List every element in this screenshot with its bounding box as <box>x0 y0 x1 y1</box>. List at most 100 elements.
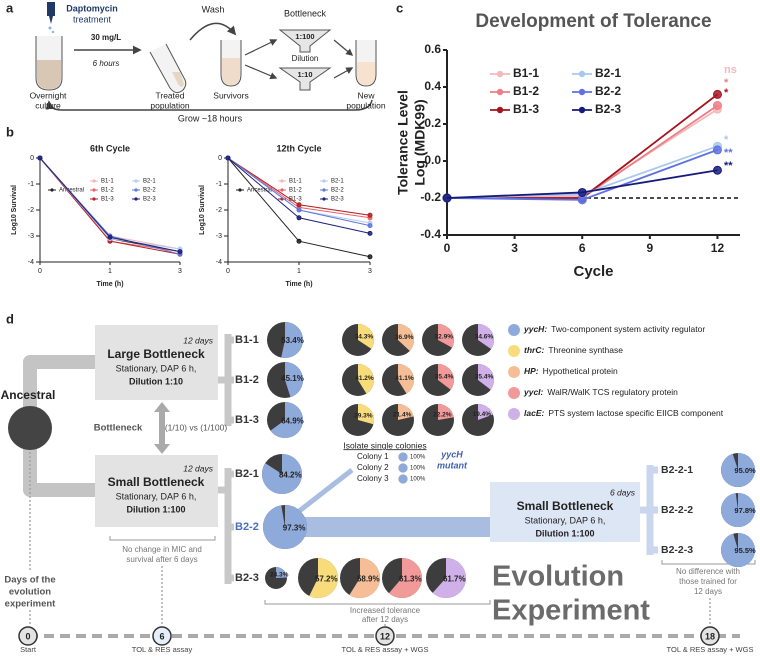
label: 12 days <box>183 335 214 345</box>
timeline-node <box>375 626 395 646</box>
step-label: population <box>346 100 386 110</box>
step-label: population <box>150 100 190 110</box>
label: (1/10) vs (1/100) <box>165 422 228 432</box>
treatment-label: treatment <box>73 14 112 24</box>
pie-label: 34.3% <box>355 334 374 341</box>
pie-slice <box>478 324 494 350</box>
legend-marker <box>578 106 586 114</box>
gene-description: Threonine synthase <box>548 345 623 355</box>
label: Ancestral <box>1 388 56 402</box>
label: Large Bottleneck <box>107 347 205 361</box>
pie-slice <box>388 558 422 598</box>
pie-slice <box>432 558 466 598</box>
x-axis-label: Time (h) <box>285 281 312 288</box>
mutant-label: mutant <box>437 460 468 470</box>
series-line <box>446 108 718 199</box>
legend-label: B1-2 <box>513 84 539 98</box>
data-point <box>712 101 722 110</box>
legend-label: B2-3 <box>331 197 344 203</box>
pie-slice <box>721 533 755 567</box>
significance-label: ns <box>724 64 737 76</box>
label: Dilution <box>292 54 319 63</box>
legend-marker <box>134 197 138 201</box>
step-label: New <box>357 90 375 100</box>
pie-label: 61.7% <box>443 574 466 583</box>
x-axis-label: Time (h) <box>96 281 123 288</box>
gene-swatch <box>508 387 520 399</box>
gene-description: PTS system lactose specific EIICB compon… <box>548 408 723 418</box>
pie-label: 35.4% <box>435 374 454 381</box>
legend-label: B2-3 <box>595 102 621 116</box>
pie-slice <box>438 324 454 348</box>
gene-legend-entry: thrC: Threonine synthase <box>524 345 623 355</box>
legend-label: B1-2 <box>101 188 114 194</box>
legend-marker <box>322 179 326 183</box>
pie-slice <box>398 463 408 473</box>
timeline-node <box>152 626 172 646</box>
data-point <box>177 249 183 255</box>
note: those trained for <box>679 577 737 586</box>
legend-label: B2-1 <box>143 179 156 185</box>
legend-label: B2-2 <box>331 188 344 194</box>
note: evolution <box>9 587 51 598</box>
isolation-title: Isolate single colonies <box>343 440 426 450</box>
note: Days of the <box>4 575 55 586</box>
legend-marker <box>578 88 586 96</box>
pie-label: 32.9% <box>435 333 454 340</box>
legend-marker <box>92 188 96 192</box>
pie-slice <box>276 567 287 578</box>
colony-value-label: 100% <box>410 466 426 472</box>
gene-description: Two-component system activity regulator <box>551 324 705 334</box>
data-point <box>367 230 373 236</box>
legend-label: Ancestral <box>247 188 272 194</box>
pie-slice <box>438 404 454 420</box>
y-tick-label: 0.4 <box>424 79 441 93</box>
pie-label: 64.9% <box>281 416 304 425</box>
data-point <box>296 207 302 213</box>
population-label: B1-2 <box>235 374 259 386</box>
legend-marker <box>50 188 54 192</box>
timeline-label: TOL & RES assay <box>132 645 193 654</box>
gene-swatch <box>508 408 520 420</box>
y-tick-label: 0 <box>218 155 222 162</box>
y-tick-label: 0.2 <box>424 116 441 130</box>
legend-label: Ancestral <box>59 188 84 194</box>
pie-label: 35.4% <box>475 374 494 381</box>
pie-label: 53.4% <box>281 336 304 345</box>
note: after 12 days <box>362 615 408 624</box>
x-tick-label: 1 <box>108 268 112 275</box>
legend-marker <box>578 70 586 78</box>
label: Stationary, DAP 6 h, <box>525 515 606 525</box>
x-tick-label: 12 <box>711 241 725 255</box>
population-label: B1-1 <box>235 334 259 346</box>
population-label: B2-2-2 <box>661 504 693 516</box>
label: 6 days <box>610 487 636 497</box>
pie-label: 95.0% <box>734 466 756 475</box>
legend-marker <box>496 88 504 96</box>
pie-label: 36.9% <box>395 334 414 341</box>
gene-legend-entry: HP: Hypothetical protein <box>524 366 618 376</box>
data-point <box>296 238 302 244</box>
population-label: B2-1 <box>235 468 259 480</box>
pie-label: 97.3% <box>283 524 306 533</box>
y-tick-label: -1 <box>216 181 222 188</box>
x-tick-label: 0 <box>226 268 230 275</box>
colony-value-label: 100% <box>410 455 426 461</box>
panel-label: a <box>6 0 14 15</box>
legend-marker <box>134 179 138 183</box>
y-axis-label: Tolerance Level <box>395 90 411 195</box>
gene-name: thrC: <box>524 345 544 355</box>
legend-marker <box>322 188 326 192</box>
x-tick-label: 0 <box>38 268 42 275</box>
data-point <box>442 193 452 203</box>
note: Increased tolerance <box>350 606 421 615</box>
population-label: B2-2-3 <box>661 544 693 556</box>
timeline-node <box>700 626 720 646</box>
label: 1:100 <box>295 32 314 41</box>
pie-slice <box>285 362 303 398</box>
pie-slice <box>438 364 455 390</box>
label: Dilution 1:10 <box>129 376 183 386</box>
timeline-day: 18 <box>705 631 715 641</box>
data-point <box>577 195 587 205</box>
pie-label: 21.4% <box>393 411 412 418</box>
